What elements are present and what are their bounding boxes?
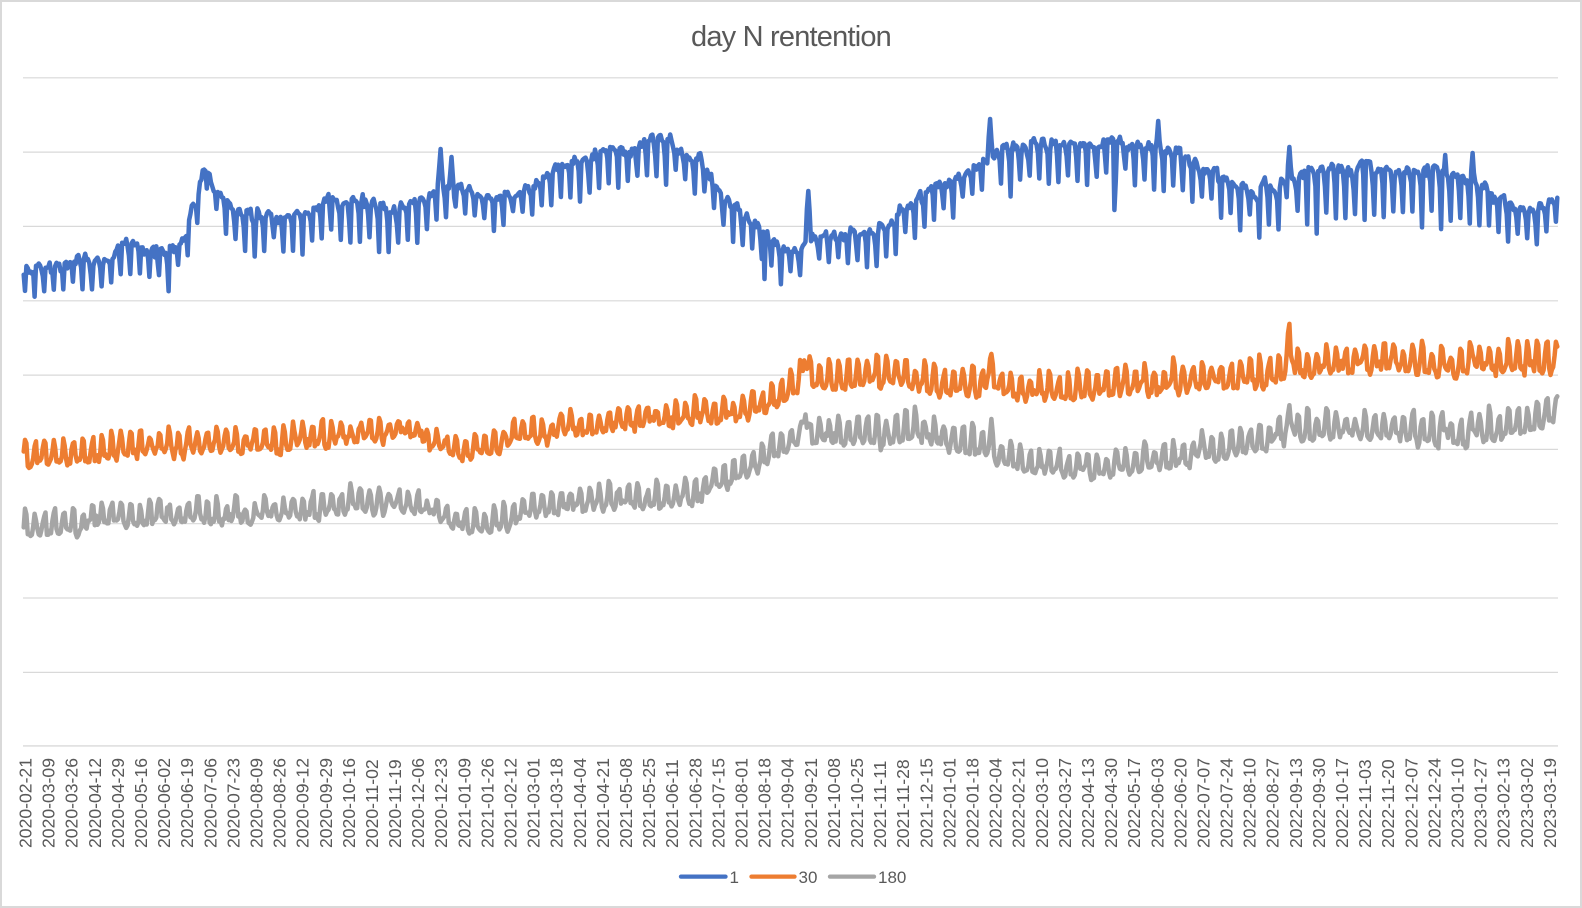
svg-text:2020-07-06: 2020-07-06	[200, 758, 220, 848]
svg-text:2020-09-29: 2020-09-29	[316, 758, 336, 848]
svg-text:2022-12-24: 2022-12-24	[1424, 758, 1444, 848]
svg-text:2022-06-03: 2022-06-03	[1147, 758, 1167, 848]
svg-text:2020-11-19: 2020-11-19	[385, 759, 405, 848]
svg-text:2020-08-09: 2020-08-09	[247, 758, 267, 848]
svg-text:2020-11-02: 2020-11-02	[362, 759, 382, 848]
svg-text:2021-01-09: 2021-01-09	[454, 758, 474, 848]
svg-text:2020-04-12: 2020-04-12	[85, 758, 105, 848]
svg-text:2020-06-19: 2020-06-19	[177, 758, 197, 848]
svg-text:2020-09-12: 2020-09-12	[293, 758, 313, 848]
svg-text:2023-01-10: 2023-01-10	[1448, 758, 1468, 848]
svg-text:2021-03-18: 2021-03-18	[547, 758, 567, 848]
svg-text:2022-09-30: 2022-09-30	[1309, 758, 1329, 848]
svg-text:2021-11-28: 2021-11-28	[893, 759, 913, 848]
svg-text:2022-02-04: 2022-02-04	[986, 758, 1006, 848]
svg-text:2022-11-03: 2022-11-03	[1355, 759, 1375, 848]
svg-text:2021-06-28: 2021-06-28	[685, 758, 705, 848]
svg-text:2022-04-13: 2022-04-13	[1078, 758, 1098, 848]
svg-text:2022-08-27: 2022-08-27	[1263, 758, 1283, 848]
svg-text:2023-03-02: 2023-03-02	[1517, 758, 1537, 848]
svg-text:2021-09-21: 2021-09-21	[801, 758, 821, 848]
svg-text:2022-08-10: 2022-08-10	[1240, 758, 1260, 848]
svg-text:2020-06-02: 2020-06-02	[154, 758, 174, 848]
svg-text:2022-01-01: 2022-01-01	[939, 758, 959, 848]
svg-text:2020-03-26: 2020-03-26	[62, 758, 82, 848]
svg-text:day N rentention: day N rentention	[691, 21, 891, 53]
svg-text:2022-11-20: 2022-11-20	[1378, 759, 1398, 848]
svg-text:2021-09-04: 2021-09-04	[778, 758, 798, 848]
svg-text:2021-05-08: 2021-05-08	[616, 758, 636, 848]
svg-text:2022-09-13: 2022-09-13	[1286, 758, 1306, 848]
svg-text:2021-11-11: 2021-11-11	[870, 761, 890, 848]
svg-text:2020-12-06: 2020-12-06	[408, 758, 428, 848]
svg-text:2023-01-27: 2023-01-27	[1471, 758, 1491, 848]
svg-text:2020-07-23: 2020-07-23	[223, 758, 243, 848]
svg-text:2021-08-18: 2021-08-18	[755, 758, 775, 848]
svg-text:2021-01-26: 2021-01-26	[477, 758, 497, 848]
svg-text:2022-06-20: 2022-06-20	[1170, 758, 1190, 848]
svg-text:2020-05-16: 2020-05-16	[131, 758, 151, 848]
svg-text:2021-04-21: 2021-04-21	[593, 758, 613, 848]
svg-text:2021-03-01: 2021-03-01	[524, 758, 544, 848]
svg-text:2023-02-13: 2023-02-13	[1494, 758, 1514, 848]
svg-text:2023-03-19: 2023-03-19	[1540, 758, 1560, 848]
svg-text:2022-07-24: 2022-07-24	[1217, 758, 1237, 848]
svg-text:30: 30	[799, 868, 818, 887]
svg-text:2022-12-07: 2022-12-07	[1401, 758, 1421, 848]
svg-text:2020-10-16: 2020-10-16	[339, 758, 359, 848]
svg-text:2020-04-29: 2020-04-29	[108, 758, 128, 848]
svg-text:2021-04-04: 2021-04-04	[570, 758, 590, 848]
svg-text:2022-04-30: 2022-04-30	[1101, 758, 1121, 848]
svg-text:2020-12-23: 2020-12-23	[431, 758, 451, 848]
svg-text:2021-02-12: 2021-02-12	[501, 758, 521, 848]
svg-text:2022-03-10: 2022-03-10	[1032, 758, 1052, 848]
svg-text:2021-12-15: 2021-12-15	[916, 758, 936, 848]
svg-text:2020-03-09: 2020-03-09	[39, 758, 59, 848]
svg-text:2021-10-25: 2021-10-25	[847, 758, 867, 848]
svg-text:2022-01-18: 2022-01-18	[963, 758, 983, 848]
svg-text:2021-07-15: 2021-07-15	[708, 758, 728, 848]
svg-text:2021-10-08: 2021-10-08	[824, 758, 844, 848]
svg-text:2020-08-26: 2020-08-26	[270, 758, 290, 848]
svg-text:2022-07-07: 2022-07-07	[1193, 758, 1213, 848]
svg-text:2021-08-01: 2021-08-01	[732, 758, 752, 848]
svg-text:180: 180	[878, 868, 906, 887]
svg-text:2021-05-25: 2021-05-25	[639, 758, 659, 848]
svg-text:2022-03-27: 2022-03-27	[1055, 758, 1075, 848]
svg-text:2020-02-21: 2020-02-21	[16, 758, 36, 848]
svg-text:2022-02-21: 2022-02-21	[1009, 758, 1029, 848]
svg-text:1: 1	[730, 868, 739, 887]
svg-text:2022-10-17: 2022-10-17	[1332, 758, 1352, 848]
svg-text:2021-06-11: 2021-06-11	[662, 759, 682, 848]
svg-text:2022-05-17: 2022-05-17	[1124, 758, 1144, 848]
